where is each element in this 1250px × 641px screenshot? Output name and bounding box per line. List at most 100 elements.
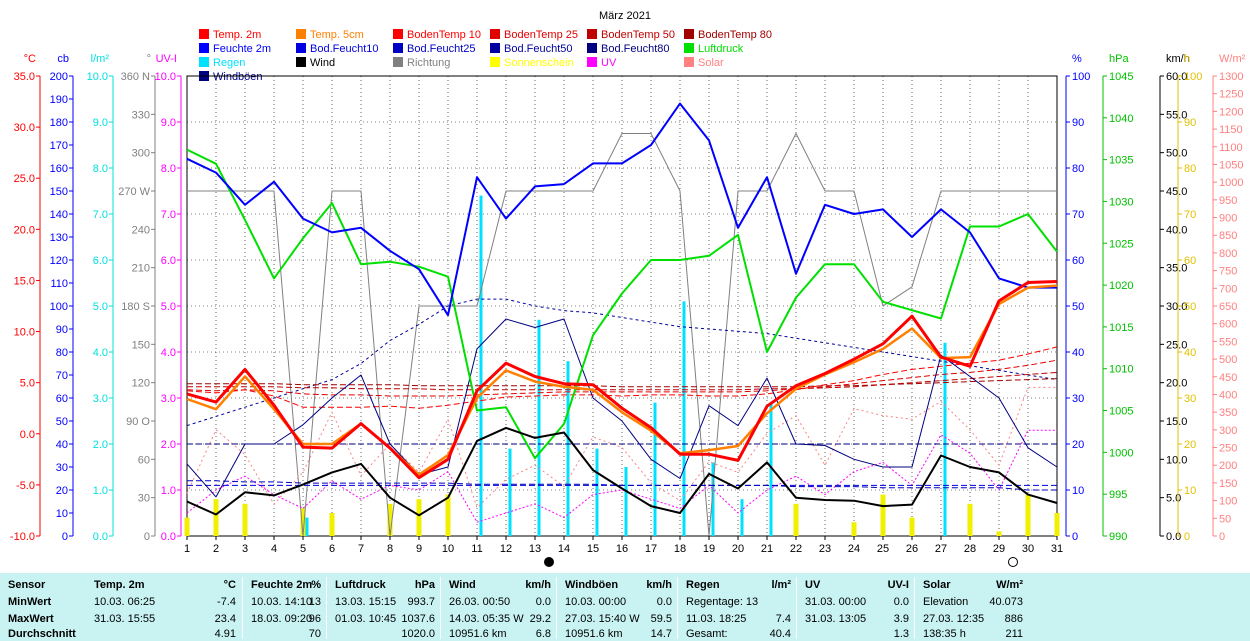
stats-unit: °C	[223, 579, 236, 591]
bar-sonnenschein	[416, 499, 422, 536]
axis-tick-label: 30	[138, 493, 150, 505]
stats-title: Temp. 2m	[94, 579, 145, 591]
x-tick-label: 14	[558, 543, 570, 555]
stats-max-value: 23.4	[214, 613, 236, 625]
axis-tick-label: 10	[1072, 485, 1084, 497]
axis-tick-label: 70	[1072, 209, 1084, 221]
stats-max-value: 59.5	[650, 613, 672, 625]
axis-tick-label: 950	[1219, 195, 1237, 207]
axis-right-km-h: km/h 60.0 55.0 50.0 45.0 40.0 35.0 30.0 25.0 20.0…	[1159, 53, 1190, 543]
axis-tick-label: 8.0	[161, 163, 176, 175]
axis-tick-label: 40	[1072, 347, 1084, 359]
axis-tick-label: 300	[1219, 425, 1237, 437]
x-tick-label: 25	[877, 543, 889, 555]
stats-col-wind: Wind km/h 26.03. 00:50 0.0 14.03. 05:35 W 29.…	[440, 577, 557, 640]
stats-avg-value: 40.4	[769, 628, 791, 640]
axis-tick-label: 400	[1219, 389, 1237, 401]
axis-unit: km/h	[1166, 53, 1190, 65]
bar-regen	[624, 467, 628, 536]
axis-tick-label: 110	[50, 278, 68, 290]
axis-tick-label: 3.0	[161, 393, 176, 405]
legend: Temp. 2m Temp. 5cm BodenTemp 10 BodenTemp 2…	[199, 29, 772, 83]
x-tick-label: 26	[906, 543, 918, 555]
bar-sonnenschein	[213, 499, 219, 536]
x-tick-label: 20	[732, 543, 744, 555]
legend-swatch-sonnenschein	[490, 57, 500, 67]
bar-regen	[537, 319, 541, 536]
axis-tick-label: 700	[1219, 283, 1237, 295]
axis-tick-label: 360 N	[121, 71, 150, 83]
legend-swatch-bodentemp-25	[490, 29, 500, 39]
statistics-table: Sensor MinWert MaxWert Durchschnitt Temp…	[0, 573, 1250, 641]
axis-tick-label: 180	[50, 117, 68, 129]
axis-tick-label: 30	[56, 462, 68, 474]
axis-tick-label: 4.0	[93, 347, 108, 359]
legend-label-bodentemp-10: BodenTemp 10	[407, 29, 481, 41]
axis-tick-label: 90 O	[126, 416, 150, 428]
bar-regen	[711, 462, 715, 536]
x-tick-label: 30	[1022, 543, 1034, 555]
axis-tick-label: 30	[1184, 393, 1196, 405]
x-tick-label: 12	[500, 543, 512, 555]
stats-unit: UV-I	[887, 579, 909, 591]
legend-label-solar: Solar	[698, 57, 724, 69]
axis-tick-label: 500	[1219, 354, 1237, 366]
axis-tick-label: 995	[1109, 489, 1127, 501]
stats-unit: km/h	[525, 579, 551, 591]
stats-max-value: 886	[1004, 613, 1023, 625]
axis-tick-label: 15.0	[1166, 416, 1187, 428]
axis-tick-label: 100	[1184, 71, 1202, 83]
axis-tick-label: 40	[1184, 347, 1196, 359]
stats-max-value: 29.2	[529, 613, 551, 625]
x-tick-label: 4	[271, 543, 277, 555]
stats-min-when: Regentage: 13	[686, 596, 759, 608]
axis-tick-label: 450	[1219, 372, 1237, 384]
stats-max-when: 14.03. 05:35 W	[449, 613, 524, 625]
stats-max-when: 11.03. 18:25	[686, 613, 747, 625]
axes: °C 35.0 30.0 25.0 20.0 15.0 10.0 5.0 0.0 -5.0 -10.…	[10, 53, 1246, 543]
axis-tick-label: 990	[1109, 531, 1127, 543]
axis-unit: W/m²	[1219, 53, 1246, 65]
x-tick-label: 11	[471, 543, 482, 555]
axis-tick-label: 130	[50, 232, 68, 244]
legend-swatch-bod-feucht50	[490, 43, 500, 53]
line-luftdruck	[186, 148, 1058, 460]
stats-col-rain: Regen l/m² Regentage: 13 11.03. 18:25 7.4 Ges…	[677, 577, 797, 640]
series-regen	[305, 195, 947, 536]
legend-label-temp-5cm: Temp. 5cm	[310, 29, 364, 41]
axis-unit: UV-I	[156, 53, 177, 65]
stats-avg-when: 10951.6 km	[449, 628, 507, 640]
axis-tick-label: 10	[56, 508, 68, 520]
axis-tick-label: 20.0	[14, 224, 35, 236]
x-tick-label: 2	[213, 543, 219, 555]
bar-regen	[769, 402, 773, 536]
x-tick-label: 28	[964, 543, 976, 555]
axis-tick-label: 150	[50, 186, 68, 198]
stats-col-hum: Feuchte 2m% 10.03. 14:10 13 18.03. 09:20 96 7…	[242, 577, 327, 640]
stats-header-label: Sensor	[8, 579, 46, 591]
line-wind	[186, 426, 1058, 517]
axis-tick-label: 90	[1184, 117, 1196, 129]
axis-tick-label: 1.0	[93, 485, 108, 497]
axis-tick-label: 60	[138, 454, 150, 466]
stats-col-press: Luftdruck hPa 13.03. 15:15 993.7 01.03. 10:4…	[326, 577, 441, 640]
axis-tick-label: 6.0	[161, 255, 176, 267]
bar-regen	[595, 448, 599, 536]
bar-sonnenschein	[329, 513, 335, 536]
legend-label-temp-2m: Temp. 2m	[213, 29, 261, 41]
stats-avg-value: 6.8	[535, 628, 551, 640]
legend-label-feuchte-2m: Feuchte 2m	[213, 43, 271, 55]
axis-tick-label: 1010	[1109, 364, 1133, 376]
x-tick-label: 29	[993, 543, 1005, 555]
legend-swatch-solar	[684, 57, 694, 67]
axis-tick-label: 0	[144, 531, 150, 543]
line-bod-feucht50	[186, 298, 1058, 427]
x-tick-label: 24	[848, 543, 860, 555]
axis-tick-label: 0.0	[93, 531, 108, 543]
legend-swatch-richtung	[393, 57, 403, 67]
legend-swatch-bod-feucht80	[587, 43, 597, 53]
legend-swatch-bod-feucht10	[296, 43, 306, 53]
stats-min-when: Elevation	[923, 596, 969, 608]
axis-tick-label: 0	[1184, 531, 1190, 543]
